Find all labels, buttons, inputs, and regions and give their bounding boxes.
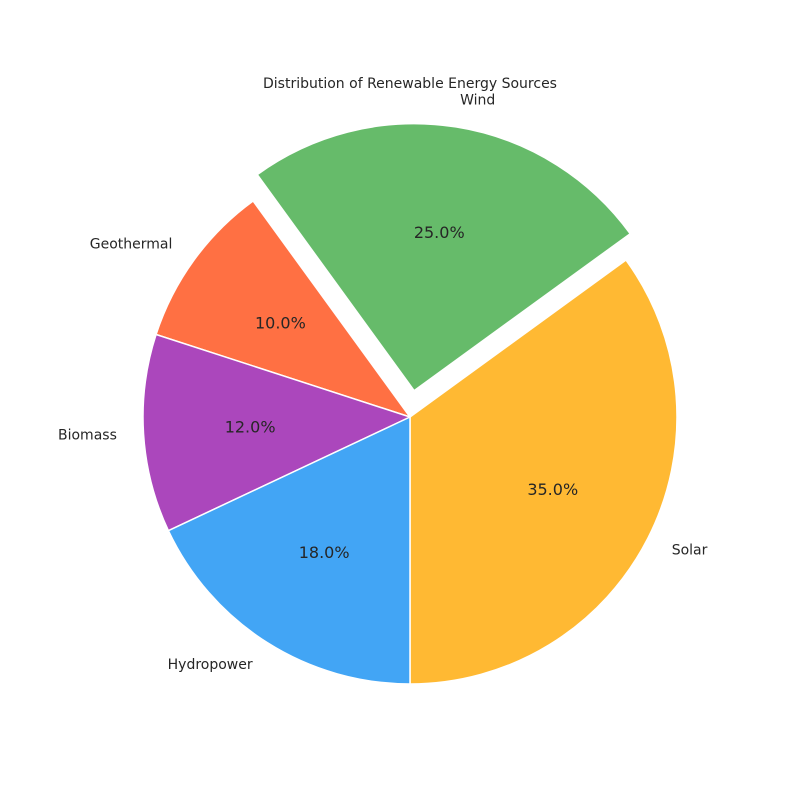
slice-label-solar: Solar	[672, 542, 708, 558]
pie-slices	[142, 122, 678, 685]
percent-label-geothermal: 10.0%	[255, 313, 306, 332]
pie-slice-solar	[409, 259, 678, 685]
pie-slice-wind	[256, 122, 631, 392]
pie-labels: Solar 35.0% Wind 25.0% Geothermal 10.0% Biomas…	[58, 93, 708, 673]
percent-label-hydropower: 18.0%	[299, 543, 350, 562]
slice-label-hydropower: Hydropower	[168, 657, 253, 673]
percent-label-biomass: 12.0%	[225, 418, 276, 437]
slice-label-biomass: Biomass	[58, 427, 117, 443]
slice-label-geothermal: Geothermal	[90, 236, 173, 252]
pie-slice-hydropower	[167, 416, 411, 685]
percent-label-wind: 25.0%	[414, 223, 465, 242]
slice-label-wind: Wind	[460, 93, 495, 109]
pie-slice-geothermal	[155, 200, 411, 418]
chart-title: Distribution of Renewable Energy Sources	[263, 76, 557, 92]
pie-slice-biomass	[142, 333, 411, 532]
percent-label-solar: 35.0%	[527, 480, 578, 499]
